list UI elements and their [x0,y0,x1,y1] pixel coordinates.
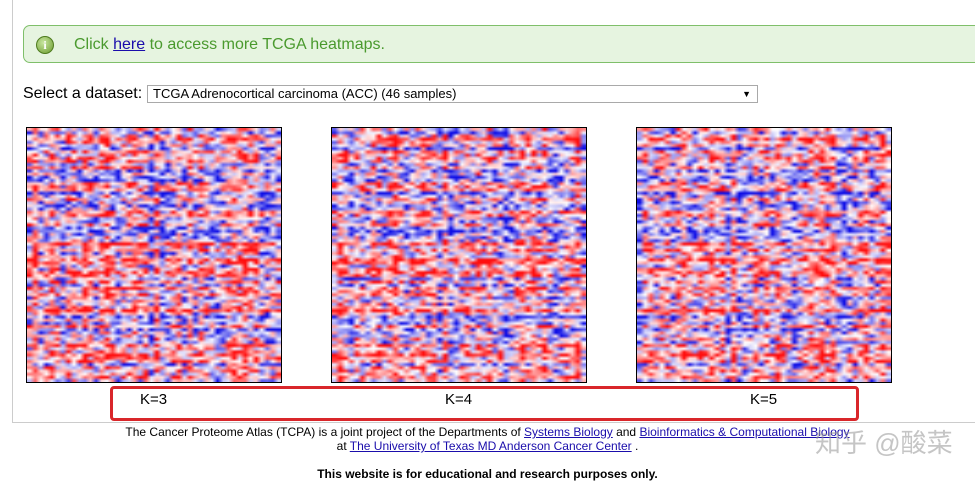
heatmap-label-k3: K=3 [140,391,168,408]
md-anderson-link[interactable]: The University of Texas MD Anderson Canc… [349,439,632,453]
dataset-selected: TCGA Adrenocortical carcinoma (ACC) (46 … [153,86,457,101]
highlight-box [110,386,859,421]
heatmap-label-k5: K=5 [750,391,778,408]
notice-prefix: Click [74,36,114,53]
footer-text: The Cancer Proteome Atlas (TCPA) is a jo… [125,425,525,439]
info-notice: i Click here to access more TCGA heatmap… [23,25,975,63]
heatmap-k5 [636,127,892,383]
footer-and: and [612,425,640,439]
info-icon: i [36,36,54,54]
footer-line1: The Cancer Proteome Atlas (TCPA) is a jo… [0,425,975,439]
heatmap-label-k4: K=4 [445,391,473,408]
systems-biology-link[interactable]: Systems Biology [524,425,613,439]
heatmap-k4 [331,127,587,383]
notice-text: Click here to access more TCGA heatmaps. [74,36,385,54]
notice-suffix: to access more TCGA heatmaps. [145,36,385,53]
dataset-label: Select a dataset: [23,85,143,102]
watermark: 知乎 @酸菜 [815,428,953,458]
footer-line2: at The University of Texas MD Anderson C… [0,439,975,453]
footer-at: at [336,439,350,453]
heatmap-k3 [26,127,282,383]
here-link[interactable]: here [113,36,146,53]
bioinformatics-link[interactable]: Bioinformatics & Computational Biology [639,425,850,439]
dropdown-arrow-icon: ▼ [742,89,751,99]
content-frame [12,0,975,423]
disclaimer: This website is for educational and rese… [317,467,658,481]
footer-period: . [631,439,639,453]
dataset-select[interactable]: TCGA Adrenocortical carcinoma (ACC) (46 … [147,85,758,103]
